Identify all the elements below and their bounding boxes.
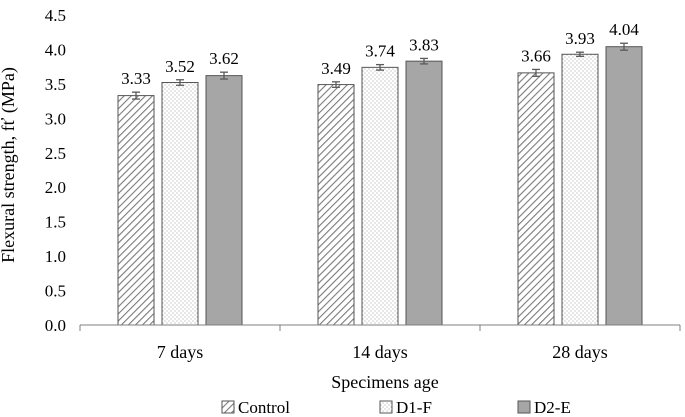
x-tick-label: 7 days — [157, 342, 204, 362]
bar-d2-e-7-days — [205, 75, 243, 326]
bar-d1-f-14-days — [361, 66, 399, 326]
y-tick-label: 0.5 — [45, 282, 66, 301]
error-bar — [132, 91, 140, 100]
y-tick-label: 3.5 — [45, 75, 66, 94]
bar-d1-f-7-days — [161, 82, 199, 326]
legend: Control D1-F D2-E — [221, 398, 571, 417]
legend-swatch-d2-e — [517, 400, 531, 414]
y-tick-label: 1.0 — [45, 247, 66, 266]
data-label: 3.33 — [121, 69, 151, 88]
legend-label-d1-f: D1-F — [396, 398, 432, 417]
legend-label-control: Control — [238, 398, 290, 417]
y-tick-label: 2.5 — [45, 144, 66, 163]
data-label: 4.04 — [609, 20, 639, 39]
y-axis-label: Flexural strength, fť (MPa) — [0, 67, 19, 263]
y-tick-label: 1.5 — [45, 213, 66, 232]
legend-label-d2-e: D2-E — [534, 398, 571, 417]
error-bar — [220, 71, 228, 80]
legend-swatch-control — [221, 400, 235, 414]
y-tick-label: 4.0 — [45, 40, 66, 59]
data-label: 3.66 — [521, 46, 551, 65]
bar-control-7-days — [117, 95, 155, 326]
data-label: 3.49 — [321, 59, 351, 78]
bar-d2-e-14-days — [405, 60, 443, 326]
y-tick-label: 4.5 — [45, 6, 66, 25]
bar-control-28-days — [517, 72, 555, 326]
y-tick-label: 2.0 — [45, 178, 66, 197]
x-axis-label: Specimens age — [331, 372, 438, 392]
y-tick-label: 0.0 — [45, 316, 66, 335]
bar-d1-f-28-days — [561, 53, 599, 326]
y-tick-label: 3.0 — [45, 109, 66, 128]
error-bar — [376, 63, 384, 71]
error-bar — [620, 42, 628, 51]
legend-swatch-d1-f — [379, 400, 393, 414]
data-label: 3.83 — [409, 35, 439, 54]
error-bar — [176, 79, 184, 86]
error-bar — [332, 81, 340, 88]
x-tick-label: 28 days — [552, 342, 608, 362]
error-bar — [420, 57, 428, 65]
error-bar — [532, 68, 540, 77]
x-tick-label: 14 days — [352, 342, 408, 362]
data-label: 3.93 — [565, 29, 595, 48]
data-label: 3.52 — [165, 57, 195, 76]
bar-d2-e-28-days — [605, 46, 643, 326]
error-bar — [576, 51, 584, 57]
bar-control-14-days — [317, 84, 355, 326]
data-label: 3.62 — [209, 49, 239, 68]
data-label: 3.74 — [365, 42, 395, 61]
